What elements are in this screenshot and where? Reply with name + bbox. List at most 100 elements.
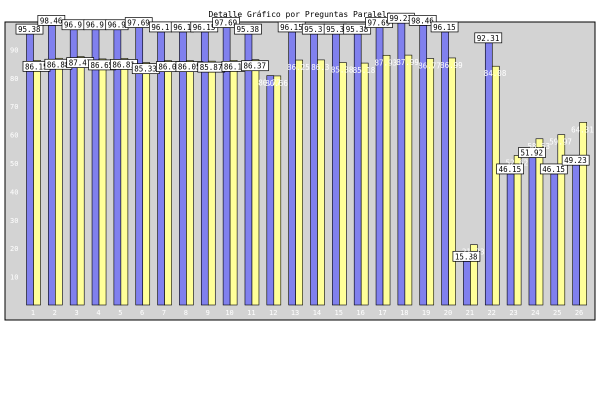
- x-tick-label: 7: [162, 309, 166, 317]
- bar-series-1: [332, 33, 340, 306]
- data-label: 96.15: [433, 23, 456, 32]
- y-tick-label: 30: [10, 217, 18, 225]
- bar-series-1: [288, 31, 296, 306]
- y-tick-label: 70: [10, 103, 18, 111]
- x-tick-label: 18: [400, 309, 408, 317]
- data-label: 95.38: [346, 25, 369, 34]
- data-label: 95.38: [18, 25, 41, 34]
- data-label: 95.38: [236, 25, 259, 34]
- bar-series-2: [448, 57, 456, 306]
- x-tick-label: 14: [313, 309, 321, 317]
- data-label: 15.38: [455, 252, 478, 261]
- bar-series-2: [251, 59, 260, 306]
- data-label: 96.9: [64, 21, 82, 30]
- bar-series-2: [470, 244, 478, 306]
- data-label: 96.1: [173, 23, 191, 32]
- data-label: 87.47: [69, 59, 92, 68]
- data-label-box: [343, 23, 372, 35]
- x-tick-label: 24: [531, 309, 539, 317]
- data-label-box: [539, 163, 568, 175]
- data-label-box: [518, 147, 546, 158]
- bar-series-2: [98, 58, 107, 306]
- data-label: 80.66: [265, 79, 288, 88]
- x-tick-label: 3: [75, 309, 79, 317]
- data-label: 80.77: [258, 79, 281, 88]
- x-tick-label: 8: [184, 309, 188, 317]
- data-label: 96.15: [193, 23, 216, 32]
- data-label: 86.05: [178, 63, 201, 72]
- data-label: 85.18: [353, 66, 376, 75]
- data-label-box: [408, 15, 437, 26]
- bar-series-1: [550, 173, 559, 306]
- data-label: 98.46: [411, 16, 434, 25]
- bar-series-2: [142, 62, 151, 306]
- bar-series-1: [441, 31, 449, 306]
- data-label: 59.97: [549, 138, 572, 147]
- data-label: 86.99: [440, 61, 463, 70]
- data-label: 86.65: [91, 61, 114, 70]
- data-label: 46.15: [542, 165, 565, 174]
- bar-series-1: [463, 261, 471, 306]
- bar-series-1: [528, 157, 537, 306]
- data-label: 87.99: [396, 58, 419, 67]
- data-label: 96.9: [86, 21, 104, 30]
- bar-series-1: [113, 29, 122, 306]
- bar-series-2: [579, 122, 587, 306]
- bar-series-1: [266, 75, 275, 306]
- data-label: 52.62: [506, 159, 529, 168]
- x-tick-label: 10: [225, 309, 233, 317]
- bar-series-1: [69, 29, 78, 306]
- bar-series-2: [273, 75, 282, 306]
- data-label-box: [452, 250, 481, 262]
- data-label: 85.38: [331, 66, 354, 75]
- x-tick-label: 25: [553, 309, 561, 317]
- data-label: 86.1: [224, 62, 242, 71]
- bar-series-1: [179, 31, 187, 306]
- x-tick-label: 9: [206, 309, 210, 317]
- data-label: 46.15: [499, 165, 522, 174]
- data-label: 86.15: [25, 62, 48, 71]
- x-tick-label: 19: [422, 309, 430, 317]
- y-tick-label: 80: [10, 75, 18, 83]
- data-label: 86.37: [243, 62, 266, 71]
- x-tick-label: 21: [466, 309, 474, 317]
- data-label: 85.33: [134, 65, 157, 74]
- chart-title: Detalle Gráfico por Preguntas Paralelo: [208, 10, 391, 19]
- data-label: 51.92: [520, 149, 543, 158]
- data-label: 96.15: [280, 23, 303, 32]
- data-label: 92.31: [477, 34, 500, 43]
- data-label: 86.3: [311, 63, 329, 72]
- y-tick-label: 40: [10, 188, 18, 196]
- data-label: 98.46: [40, 16, 63, 25]
- bar-series-2: [229, 60, 238, 306]
- x-tick-label: 16: [356, 309, 364, 317]
- bar-series-1: [200, 31, 209, 306]
- x-tick-label: 17: [378, 309, 386, 317]
- bar-series-2: [120, 58, 129, 306]
- data-label: 21.23: [462, 248, 485, 257]
- data-label: 49.23: [564, 156, 587, 165]
- data-label-box: [561, 154, 590, 166]
- bar-series-2: [164, 60, 172, 306]
- x-tick-label: 6: [140, 309, 144, 317]
- bar-series-2: [76, 56, 85, 306]
- data-label: 86.88: [47, 60, 70, 69]
- x-tick-label: 1: [31, 309, 35, 317]
- data-label: 64.31: [571, 125, 594, 134]
- bar-series-1: [310, 33, 318, 306]
- bar-series-2: [557, 134, 566, 306]
- x-tick-label: 26: [575, 309, 583, 317]
- x-tick-label: 13: [291, 309, 299, 317]
- data-label-box: [496, 163, 524, 175]
- data-label: 97.69: [127, 19, 150, 28]
- bars: [26, 22, 587, 306]
- x-tick-label: 11: [247, 309, 255, 317]
- y-tick-label: 60: [10, 132, 18, 140]
- data-label: 86.0: [158, 63, 177, 72]
- data-label: 86.81: [112, 60, 135, 69]
- bar-series-2: [491, 65, 500, 306]
- bar-series-2: [339, 62, 347, 306]
- x-tick-label: 4: [96, 309, 100, 317]
- data-label: 96.1: [151, 23, 169, 32]
